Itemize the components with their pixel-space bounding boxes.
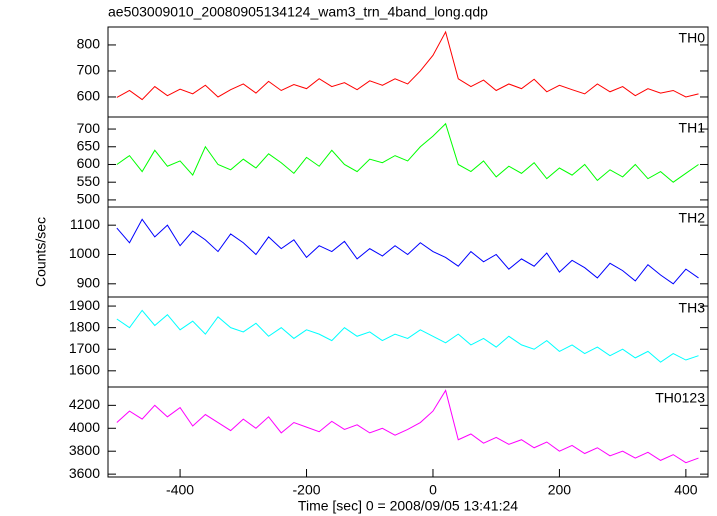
y-tick-label: 1900 (69, 297, 100, 313)
y-tick-label: 550 (77, 173, 101, 189)
y-tick-label: 1100 (70, 216, 100, 232)
series-label: TH1 (679, 120, 706, 136)
series-line (116, 218, 699, 285)
y-tick-label: 1700 (69, 340, 100, 356)
series-line (116, 389, 699, 464)
y-tick-label: 650 (77, 137, 101, 153)
series-label: TH0123 (655, 390, 705, 406)
x-tick-label: 400 (674, 482, 698, 498)
y-tick-label: 4200 (69, 396, 100, 412)
y-tick-label: 600 (77, 155, 101, 171)
x-tick-label: 200 (548, 482, 572, 498)
y-tick-label: 500 (77, 191, 101, 207)
y-tick-label: 3800 (69, 442, 100, 458)
panel-frame (107, 26, 709, 118)
x-tick-label: -200 (293, 482, 321, 498)
x-axis-label: Time [sec] 0 = 2008/09/05 13:41:24 (298, 498, 518, 514)
y-tick-label: 600 (77, 88, 101, 104)
chart-title: ae503009010_20080905134124_wam3_trn_4ban… (108, 4, 488, 20)
y-tick-label: 1000 (69, 245, 100, 261)
series-label: TH3 (679, 300, 706, 316)
series-line (116, 309, 699, 363)
y-tick-label: 4000 (69, 419, 100, 435)
y-tick-label: 1600 (69, 362, 100, 378)
x-tick-label: 0 (429, 482, 437, 498)
panel-frame (107, 296, 709, 388)
series-label: TH0 (679, 30, 706, 46)
y-tick-label: 700 (77, 120, 101, 136)
x-tick-label: -400 (166, 482, 194, 498)
panel-frame (107, 116, 709, 208)
y-tick-label: 700 (77, 62, 101, 78)
y-tick-label: 800 (77, 36, 101, 52)
series-label: TH2 (679, 210, 706, 226)
panel-frame (107, 386, 709, 478)
y-axis-label: Counts/sec (33, 217, 49, 287)
series-line (116, 122, 699, 183)
y-tick-label: 3600 (69, 465, 100, 481)
y-tick-label: 900 (77, 275, 101, 291)
panel-frame (107, 206, 709, 298)
y-tick-label: 1800 (69, 318, 100, 334)
series-line (116, 30, 699, 101)
